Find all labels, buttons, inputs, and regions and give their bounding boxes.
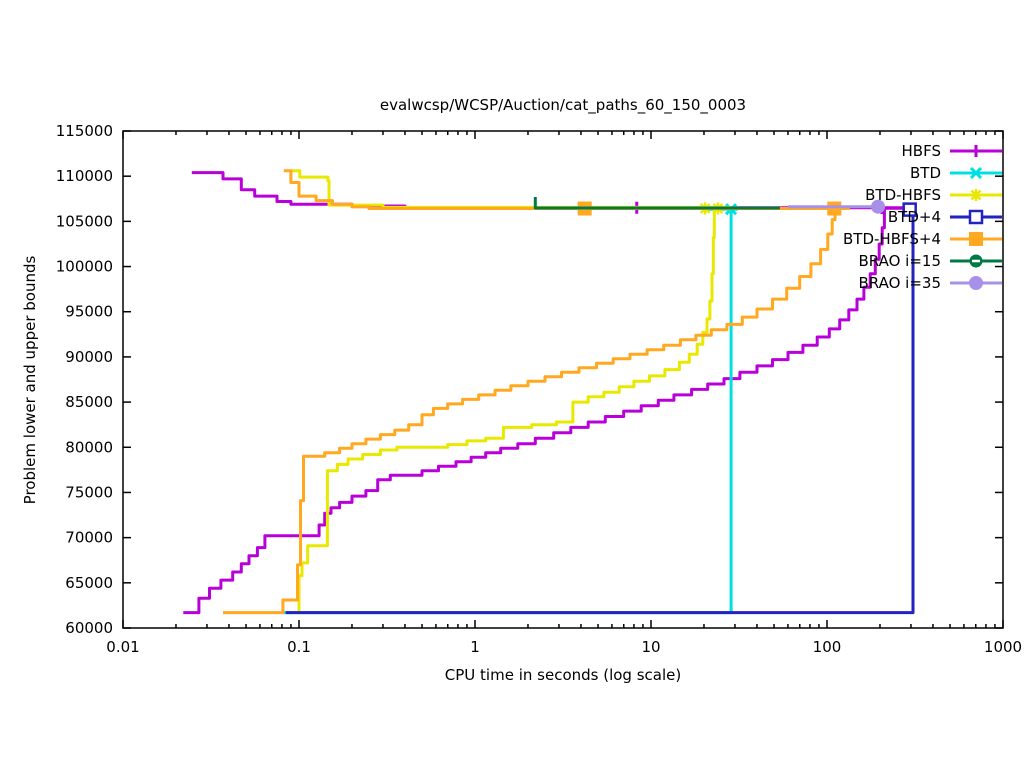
series-BRAO i=15: [533, 197, 780, 210]
y-tick-label: 100000: [56, 258, 113, 276]
legend-label: BTD-HBFS+4: [843, 230, 941, 248]
x-tick-label: 100: [813, 638, 842, 656]
series-HBFS: [183, 171, 909, 615]
series-BTD: [281, 203, 738, 615]
x-tick-label: 10: [641, 638, 660, 656]
y-tick-label: 95000: [65, 303, 113, 321]
series-BTD+4: [285, 202, 917, 615]
y-tick-label: 80000: [65, 438, 113, 456]
y-tick-label: 60000: [65, 619, 113, 637]
legend-label: BTD: [910, 164, 941, 182]
y-tick-label: 115000: [56, 122, 113, 140]
x-tick-label: 0.1: [287, 638, 311, 656]
legend-label: BTD+4: [888, 208, 941, 226]
y-tick-label: 90000: [65, 348, 113, 366]
x-axis-label: CPU time in seconds (log scale): [444, 666, 682, 684]
legend-label: BRAO i=15: [859, 252, 942, 270]
legend: HBFS BTD BTD-HBFS BTD+4 BTD-HBFS+4 BRAO i=15 B…: [843, 142, 1002, 292]
chart-title: evalwcsp/WCSP/Auction/cat_paths_60_150_0…: [379, 96, 747, 114]
x-tick-label: 1000: [984, 638, 1022, 656]
y-tick-label: 70000: [65, 529, 113, 547]
x-tick-label: 1: [470, 638, 480, 656]
legend-label: BTD-HBFS: [865, 186, 941, 204]
legend-label: BRAO i=35: [859, 274, 942, 292]
series-BRAO i=35: [788, 199, 886, 214]
y-tick-label: 110000: [56, 167, 113, 185]
x-tick-label: 0.01: [106, 638, 139, 656]
y-tick-label: 75000: [65, 483, 113, 501]
y-tick-label: 105000: [56, 212, 113, 230]
series-BTD-HBFS+4: [223, 169, 850, 615]
y-tick-label: 65000: [65, 574, 113, 592]
y-axis-label: Problem lower and upper bounds: [21, 255, 39, 505]
y-tick-label: 85000: [65, 393, 113, 411]
axes: 0.01 0.1 1 10 100 1000 60000 65000 70000 75000 800…: [56, 122, 1022, 656]
legend-label: HBFS: [902, 142, 941, 160]
